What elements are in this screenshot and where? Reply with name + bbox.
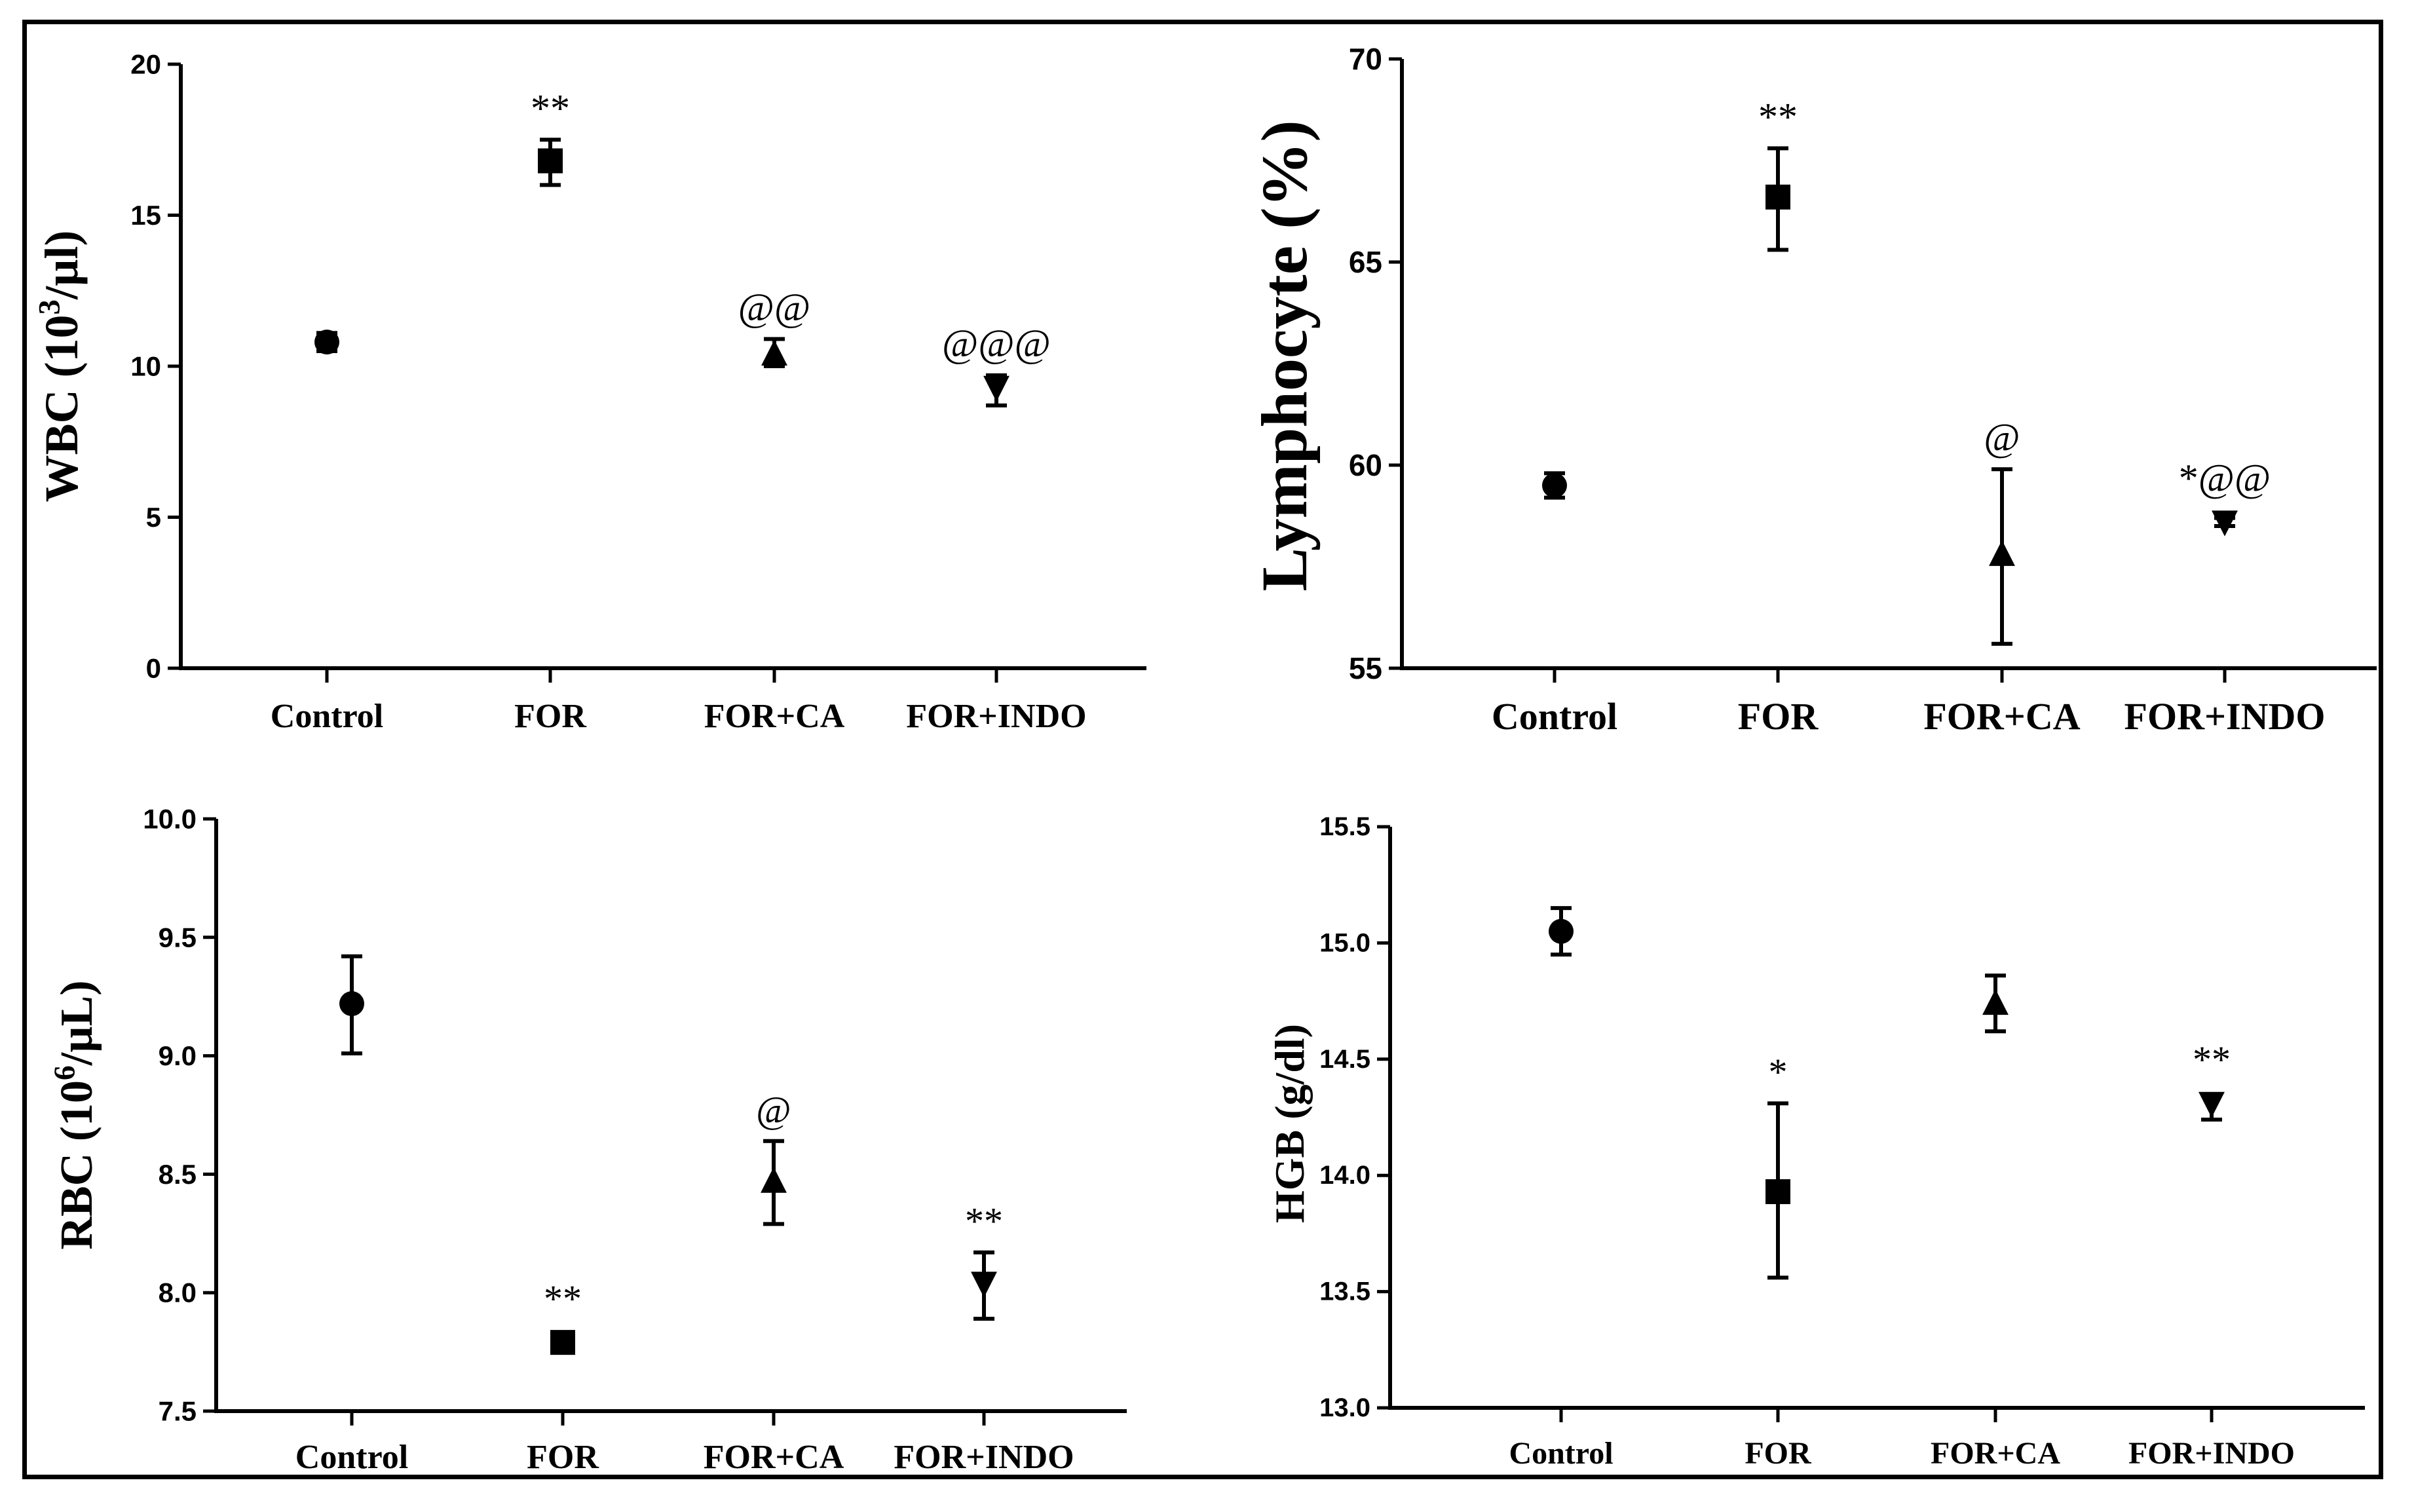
y-tick-label: 14.5: [1319, 1045, 1370, 1074]
y-tick-label: 5: [146, 502, 161, 533]
significance-annotation: **: [531, 86, 570, 130]
y-axis-title-tail: /µL): [52, 980, 102, 1066]
y-tick-label: 14.0: [1319, 1161, 1370, 1190]
significance-annotation: @@@: [942, 322, 1051, 365]
x-category-label: FOR+CA: [704, 1439, 844, 1476]
x-category-label: FOR+INDO: [906, 698, 1086, 735]
x-category-label: Control: [1509, 1436, 1613, 1471]
data-point-circle: [1542, 473, 1567, 498]
data-point-triangle-up: [761, 1167, 787, 1193]
chart-panel-wbc: 0 5 10 15 20 Control FOR FOR+CA FOR+INDO WBC (103…: [33, 49, 1146, 735]
y-axis-title: Lymphocyte (%): [1248, 120, 1321, 591]
y-tick-label: 7.5: [159, 1396, 197, 1427]
x-category-label: FOR: [514, 698, 587, 735]
y-axis-title-main: WBC (10: [35, 314, 88, 502]
y-tick-label: 9.5: [159, 922, 197, 953]
x-category-label: Control: [271, 698, 383, 735]
chart-panel-lymphocyte: 55 60 65 70 Control FOR FOR+CA FOR+INDO Lymphocy…: [1248, 42, 2377, 738]
y-tick-label: 13.5: [1319, 1277, 1370, 1306]
significance-annotation: *: [1769, 1051, 1788, 1093]
x-category-label: FOR+CA: [1931, 1436, 2060, 1471]
y-axis-title: WBC (103/µl): [33, 231, 88, 502]
x-category-label: FOR: [1738, 695, 1819, 738]
chart-panel-rbc: 7.5 8.0 8.5 9.0 9.5 10.0 Control FOR FOR+CA FOR+I…: [47, 804, 1127, 1476]
significance-annotation: @@: [738, 286, 811, 330]
y-tick-label: 60: [1349, 448, 1382, 482]
significance-annotation: @: [756, 1089, 791, 1131]
y-tick-label: 55: [1349, 651, 1382, 685]
y-tick-label: 9.0: [159, 1040, 197, 1071]
x-category-label: FOR+CA: [1923, 695, 2080, 738]
data-point-circle: [339, 991, 364, 1017]
y-axis-title-tail: /µl): [35, 231, 88, 300]
y-tick-label: 65: [1349, 245, 1382, 279]
figure-frame: [22, 20, 2383, 1479]
y-tick-label: 70: [1349, 42, 1382, 76]
significance-annotation: @: [1984, 416, 2020, 459]
y-axis-title: RBC (106/µL): [47, 980, 102, 1249]
significance-annotation: **: [2193, 1038, 2231, 1081]
x-category-label: FOR: [1745, 1436, 1812, 1471]
data-point-triangle-up: [1982, 989, 2009, 1015]
data-point-circle: [1549, 918, 1574, 944]
significance-annotation: **: [1758, 95, 1798, 138]
data-point-triangle-up: [1989, 540, 2015, 566]
data-point-triangle-down: [971, 1272, 997, 1298]
y-axis-title: HGB (g/dl): [1266, 1024, 1313, 1223]
x-category-label: FOR+INDO: [894, 1439, 1074, 1476]
y-tick-label: 15: [130, 200, 161, 231]
y-tick-label: 15.5: [1319, 812, 1370, 841]
x-category-label: Control: [295, 1439, 408, 1476]
data-point-square: [1765, 1179, 1790, 1205]
y-axis-title-main: RBC (10: [52, 1080, 102, 1250]
data-point-triangle-down: [2199, 1091, 2225, 1118]
data-point-triangle-up: [761, 339, 787, 366]
data-point-triangle-down: [2212, 510, 2238, 537]
y-tick-label: 10: [130, 351, 161, 382]
chart-panel-hgb: 13.0 13.5 14.0 14.5 15.0 15.5 Control FOR FOR+CA…: [1266, 812, 2365, 1471]
x-category-label: Control: [1492, 695, 1617, 738]
y-axis-title-main: HGB (g/dl): [1266, 1024, 1313, 1223]
x-category-label: FOR: [527, 1439, 599, 1476]
x-category-label: FOR+INDO: [2124, 695, 2326, 738]
y-tick-label: 20: [130, 49, 161, 80]
data-point-square: [550, 1330, 575, 1355]
y-tick-label: 10.0: [143, 804, 197, 835]
data-point-square: [538, 148, 563, 174]
data-point-triangle-down: [983, 375, 1010, 402]
significance-annotation: **: [544, 1277, 582, 1320]
y-axis-title-sup: 6: [47, 1065, 81, 1080]
x-category-label: FOR+CA: [704, 698, 845, 735]
y-tick-label: 13.0: [1319, 1393, 1370, 1422]
data-point-circle: [314, 330, 339, 355]
significance-annotation: **: [965, 1200, 1003, 1243]
y-tick-label: 15.0: [1319, 928, 1370, 957]
y-tick-label: 8.0: [159, 1277, 197, 1308]
y-axis-title-main: Lymphocyte (%): [1248, 120, 1321, 591]
y-tick-label: 0: [146, 653, 161, 684]
x-category-label: FOR+INDO: [2128, 1436, 2295, 1471]
y-axis-title-sup: 3: [33, 299, 67, 314]
data-point-square: [1765, 184, 1790, 210]
significance-annotation: *@@: [2179, 457, 2271, 500]
y-tick-label: 8.5: [159, 1159, 197, 1190]
